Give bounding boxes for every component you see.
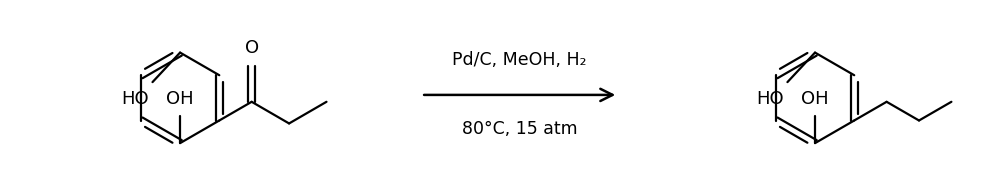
Text: OH: OH xyxy=(801,90,829,108)
Text: HO: HO xyxy=(121,90,149,108)
Text: HO: HO xyxy=(756,90,784,108)
Text: OH: OH xyxy=(166,90,194,108)
Text: O: O xyxy=(245,40,259,57)
Text: Pd/C, MeOH, H₂: Pd/C, MeOH, H₂ xyxy=(452,51,587,69)
Text: 80°C, 15 atm: 80°C, 15 atm xyxy=(462,120,578,138)
